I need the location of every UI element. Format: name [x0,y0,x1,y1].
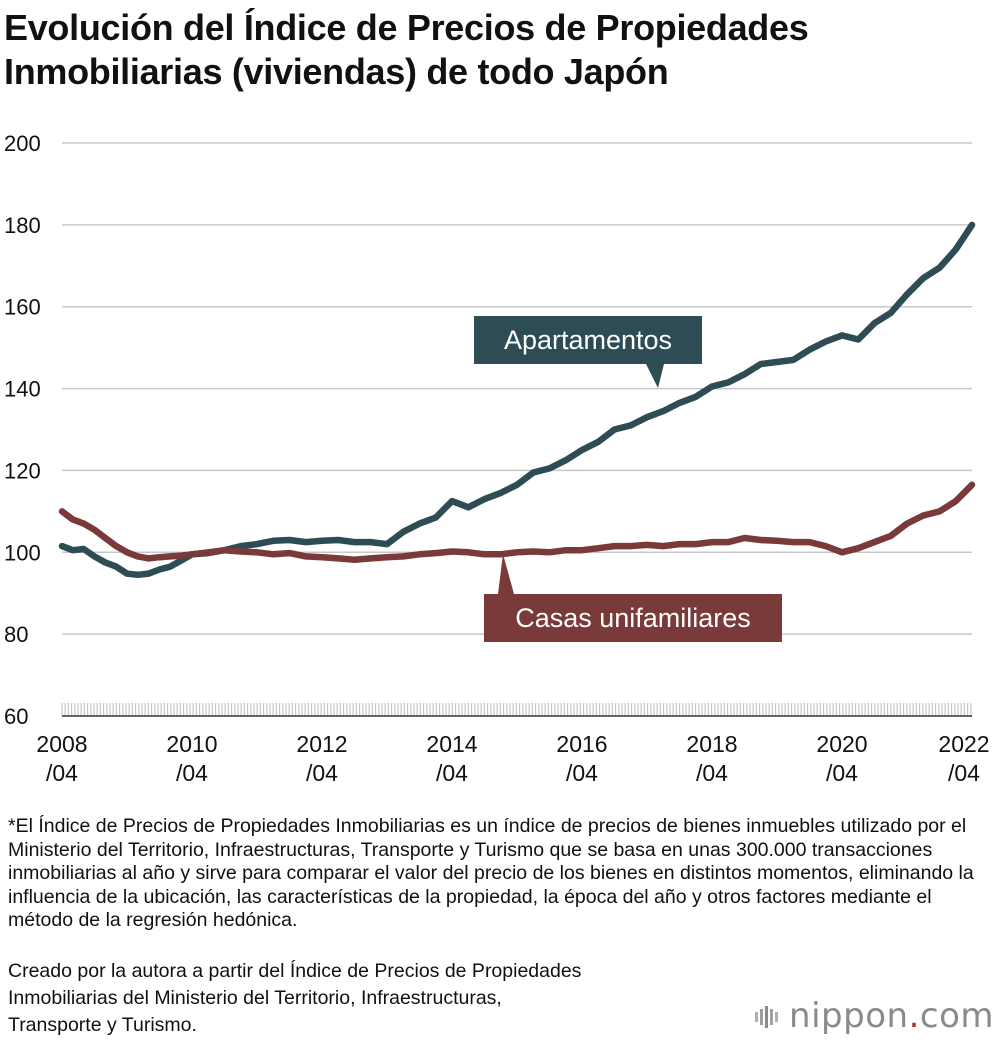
x-tick-year-2016: 2016 [556,731,607,757]
x-tick-month-2012: /04 [306,760,338,786]
x-tick-month-2008: /04 [46,760,78,786]
y-tick-label-80: 80 [4,622,28,647]
label-casas-unifamiliares-text: Casas unifamiliares [515,603,751,633]
label-apartamentos-box [474,316,702,364]
series-line-casas-unifamiliares [58,481,976,563]
x-tick-month-2014: /04 [436,760,468,786]
label-casas-unifamiliares-pointer [498,554,514,594]
x-tick-month-2020: /04 [826,760,858,786]
y-tick-label-120: 120 [4,458,41,483]
y-tick-label-160: 160 [4,295,41,320]
x-tick-year-2012: 2012 [296,731,347,757]
source-note: Creado por la autora a partir del Índice… [8,958,768,1039]
x-tick-year-2008: 2008 [36,731,87,757]
nippon-bars-icon [755,1006,779,1028]
y-tick-label-140: 140 [4,377,41,402]
x-tick-month-2016: /04 [566,760,598,786]
logo-suffix: com [919,996,994,1036]
x-tick-year-2010: 2010 [166,731,217,757]
x-tick-year-2022: 2022 [938,731,989,757]
series-line-apartamentos [58,221,976,579]
line-chart: 60 80 100 120 140 160 180 200 2008/04 2010/04 201… [4,131,990,786]
source-line-1: Creado por la autora a partir del Índice… [8,960,582,982]
x-tick-year-2018: 2018 [686,731,737,757]
chart-title: Evolución del Índice de Precios de Propi… [4,6,994,94]
series-annotations: Apartamentos Casas unifamiliares [474,316,782,642]
x-tick-year-2014: 2014 [426,731,477,757]
label-apartamentos: Apartamentos [474,316,702,388]
y-tick-label-100: 100 [4,540,41,565]
y-tick-label-60: 60 [4,704,28,729]
source-line-2: Inmobiliarias del Ministerio del Territo… [8,987,502,1009]
grid-lines [62,142,972,635]
x-tick-month-2010: /04 [176,760,208,786]
label-casas-unifamiliares: Casas unifamiliares [484,554,782,642]
x-axis-hatch [61,702,972,717]
x-tick-month-2018: /04 [696,760,728,786]
hatch-lines [61,703,972,716]
logo-name: nippon [789,996,909,1036]
chart-title-line-2: Inmobiliarias (viviendas) de todo Japón [4,51,669,92]
y-tick-label-180: 180 [4,213,41,238]
x-axis-ticks: 2008/04 2010/04 2012/04 2014/04 2016/04 2018 /… [36,731,989,786]
label-apartamentos-text: Apartamentos [504,325,672,355]
series-lines [58,221,976,579]
y-tick-label-200: 200 [4,131,41,156]
logo-dot: . [908,996,920,1036]
x-tick-month-2022: /04 [948,760,980,786]
x-tick-year-2020: 2020 [816,731,867,757]
chart-title-line-1: Evolución del Índice de Precios de Propi… [4,7,809,48]
label-apartamentos-pointer [646,364,664,388]
source-line-3: Transporte y Turismo. [8,1014,197,1036]
nippon-logo: nippon. com [755,996,994,1036]
footnote: *El Índice de Precios de Propiedades Inm… [8,815,974,931]
label-casas-unifamiliares-box [484,594,782,642]
y-axis-ticks: 60 80 100 120 140 160 180 200 [4,131,41,729]
